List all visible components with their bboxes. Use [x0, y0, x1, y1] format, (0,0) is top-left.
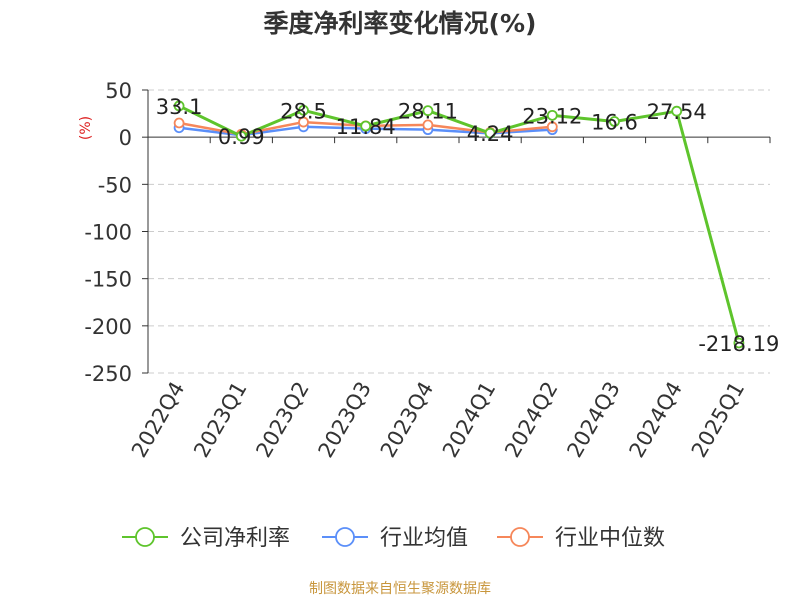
data-label: 16.6 [591, 111, 638, 135]
legend-label: 行业中位数 [555, 526, 665, 551]
y-tick-label: 50 [105, 79, 132, 103]
data-label: 4.24 [467, 122, 514, 146]
data-point [173, 117, 185, 129]
legend-label: 行业均值 [380, 526, 468, 551]
y-tick-label: -200 [84, 315, 132, 339]
series-line [178, 104, 741, 344]
x-tick-label: 2024Q4 [625, 378, 687, 462]
data-point [546, 121, 558, 133]
y-tick-label: -250 [84, 362, 132, 386]
data-label: 11.84 [336, 115, 396, 139]
x-tick-label: 2024Q3 [562, 378, 624, 462]
data-point [422, 105, 434, 117]
x-tick-label: 2023Q3 [314, 378, 376, 462]
data-label: 0.99 [218, 125, 265, 149]
data-point [733, 337, 745, 349]
y-tick-label: -150 [84, 268, 132, 292]
y-axis-label: (%) [78, 116, 94, 140]
data-point [173, 100, 185, 112]
x-tick-label: 2024Q1 [438, 377, 500, 461]
data-point [422, 119, 434, 131]
data-label: 28.5 [280, 99, 327, 123]
x-tick-label: 2023Q1 [189, 378, 251, 462]
data-point [609, 116, 620, 127]
data-point [298, 104, 309, 116]
source-note: 制图数据来自恒生聚源数据库 [309, 581, 491, 597]
y-tick-label: 0 [119, 126, 132, 150]
data-point [484, 127, 496, 139]
data-point [298, 116, 309, 128]
legend-marker [510, 527, 530, 547]
series-layer [173, 100, 745, 349]
data-label: 27.54 [647, 100, 707, 124]
y-tick-label: -100 [84, 221, 132, 245]
data-label: 28.11 [398, 100, 458, 124]
data-label: 33.1 [156, 95, 203, 119]
x-tick-label: 2023Q2 [251, 378, 313, 462]
grid-lines [148, 89, 770, 374]
legend-label: 公司净利率 [180, 526, 290, 551]
data-point [671, 105, 683, 117]
legend-marker [135, 527, 155, 547]
data-label: -218.19 [698, 332, 779, 356]
x-tick-label: 2025Q1 [687, 378, 749, 462]
data-label: 23.12 [522, 104, 582, 128]
x-tick-label: 2024Q2 [500, 378, 562, 462]
legend: 公司净利率 行业均值 行业中位数 [122, 526, 665, 551]
chart-title: 季度净利率变化情况(%) [264, 9, 537, 38]
x-tick-label: 2022Q4 [127, 378, 189, 462]
y-tick-label: -50 [98, 173, 132, 197]
data-point [546, 109, 558, 121]
x-tick-label: 2023Q4 [376, 378, 438, 462]
data-point [235, 130, 247, 142]
legend-marker [335, 527, 355, 547]
data-point [360, 120, 372, 132]
